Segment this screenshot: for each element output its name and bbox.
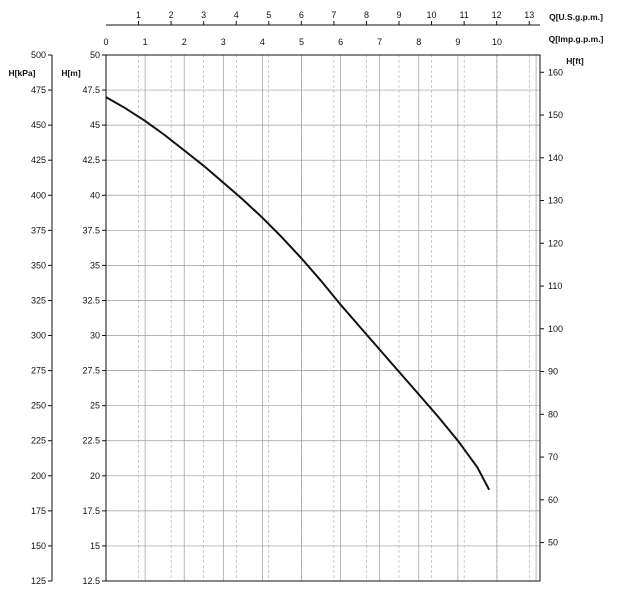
- impgpm-tick-label: 8: [416, 37, 421, 47]
- m-tick-label: 20: [90, 471, 100, 481]
- m-tick-label: 35: [90, 260, 100, 270]
- ft-tick-label: 160: [548, 67, 563, 77]
- m-tick-label: 17.5: [82, 506, 100, 516]
- kpa-tick-label: 325: [31, 295, 46, 305]
- kpa-tick-label: 250: [31, 401, 46, 411]
- usgpm-tick-label: 4: [234, 10, 239, 20]
- kpa-tick-label: 350: [31, 260, 46, 270]
- m-tick-label: 30: [90, 331, 100, 341]
- usgpm-tick-label: 6: [299, 10, 304, 20]
- impgpm-tick-label: 6: [338, 37, 343, 47]
- usgpm-tick-label: 7: [331, 10, 336, 20]
- impgpm-tick-label: 5: [299, 37, 304, 47]
- usgpm-tick-label: 11: [459, 10, 468, 20]
- ft-tick-label: 120: [548, 238, 563, 248]
- ft-tick-label: 130: [548, 196, 563, 206]
- m-tick-label: 25: [90, 401, 100, 411]
- kpa-tick-label: 375: [31, 225, 46, 235]
- kpa-tick-label: 400: [31, 190, 46, 200]
- usgpm-tick-label: 9: [397, 10, 402, 20]
- usgpm-tick-label: 2: [169, 10, 174, 20]
- ft-tick-label: 110: [548, 281, 562, 291]
- head-flow-curve: [105, 96, 491, 491]
- m-tick-label: 42.5: [82, 155, 100, 165]
- kpa-tick-label: 200: [31, 471, 46, 481]
- impgpm-tick-label: 0: [103, 37, 108, 47]
- m-tick-label: 40: [90, 190, 100, 200]
- m-tick-label: 22.5: [82, 436, 100, 446]
- ft-tick-label: 60: [548, 495, 558, 505]
- ft-tick-label: 80: [548, 409, 558, 419]
- ft-tick-label: 70: [548, 452, 558, 462]
- impgpm-tick-label: 9: [455, 37, 460, 47]
- ft-tick-label: 100: [548, 324, 563, 334]
- x-axis-label-impgpm: Q[Imp.g.p.m.]: [549, 34, 604, 44]
- x-axis-label-usgpm: Q[U.S.g.p.m.]: [549, 12, 603, 22]
- kpa-tick-label: 450: [31, 120, 46, 130]
- usgpm-tick-label: 8: [364, 10, 369, 20]
- kpa-tick-label: 225: [31, 436, 46, 446]
- usgpm-tick-label: 13: [524, 10, 534, 20]
- kpa-tick-label: 125: [31, 576, 46, 586]
- m-tick-label: 45: [90, 120, 100, 130]
- kpa-tick-label: 500: [31, 50, 46, 60]
- usgpm-tick-label: 10: [427, 10, 437, 20]
- m-tick-label: 32.5: [82, 295, 100, 305]
- kpa-tick-label: 475: [31, 85, 46, 95]
- kpa-tick-label: 275: [31, 366, 46, 376]
- m-tick-label: 12.5: [82, 576, 100, 586]
- m-tick-label: 37.5: [82, 225, 100, 235]
- ft-tick-label: 150: [548, 110, 563, 120]
- impgpm-tick-label: 4: [260, 37, 265, 47]
- kpa-tick-label: 425: [31, 155, 46, 165]
- y-axis-label-m: H[m]: [61, 68, 81, 78]
- kpa-tick-label: 300: [31, 331, 46, 341]
- usgpm-tick-label: 1: [136, 10, 141, 20]
- impgpm-tick-label: 10: [492, 37, 502, 47]
- kpa-tick-label: 150: [31, 541, 46, 551]
- usgpm-tick-label: 5: [266, 10, 271, 20]
- tick-labels: 5004754504254003753503253002752502252001…: [31, 10, 563, 586]
- impgpm-tick-label: 3: [221, 37, 226, 47]
- m-tick-label: 47.5: [82, 85, 100, 95]
- ft-tick-label: 140: [548, 153, 563, 163]
- impgpm-tick-label: 1: [143, 37, 148, 47]
- usgpm-tick-label: 12: [492, 10, 502, 20]
- impgpm-tick-label: 7: [377, 37, 382, 47]
- ft-tick-label: 50: [548, 538, 558, 548]
- y-axis-label-kpa: H[kPa]: [9, 68, 36, 78]
- m-tick-label: 50: [90, 50, 100, 60]
- m-tick-label: 15: [90, 541, 100, 551]
- m-tick-label: 27.5: [82, 366, 100, 376]
- usgpm-tick-label: 3: [201, 10, 206, 20]
- ft-tick-label: 90: [548, 367, 558, 377]
- y-axis-label-ft: H[ft]: [566, 56, 584, 66]
- impgpm-tick-label: 2: [182, 37, 187, 47]
- grid-lines: [105, 54, 540, 582]
- plot-area: [105, 54, 541, 582]
- kpa-tick-label: 175: [31, 506, 46, 516]
- axes: [48, 21, 544, 582]
